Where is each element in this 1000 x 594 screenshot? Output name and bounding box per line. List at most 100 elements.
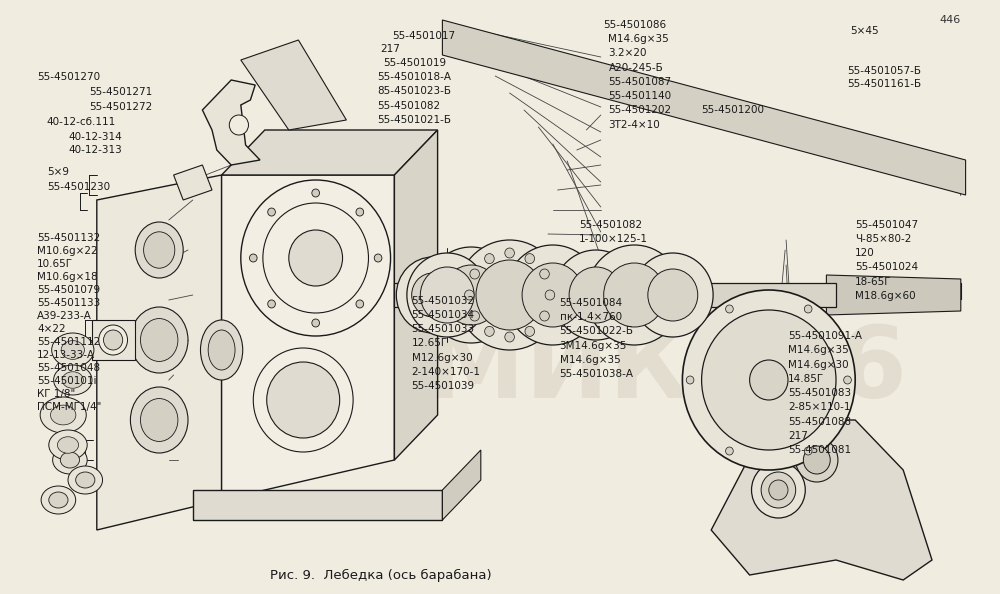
- Text: 85-4501023-Б: 85-4501023-Б: [377, 87, 451, 96]
- Circle shape: [525, 254, 535, 264]
- Text: 12.65Г: 12.65Г: [412, 339, 448, 348]
- Text: 55-4501039: 55-4501039: [412, 381, 475, 391]
- Ellipse shape: [76, 472, 95, 488]
- Text: 2-140×170-1: 2-140×170-1: [412, 367, 481, 377]
- Text: 5×9: 5×9: [47, 168, 69, 177]
- Text: 55-4501082: 55-4501082: [579, 220, 642, 229]
- Circle shape: [522, 263, 584, 327]
- Circle shape: [505, 332, 514, 342]
- Circle shape: [268, 300, 275, 308]
- Ellipse shape: [49, 430, 87, 460]
- Text: 18-65Г: 18-65Г: [855, 277, 892, 286]
- Circle shape: [586, 245, 682, 345]
- Circle shape: [356, 208, 364, 216]
- Text: 55-4501047: 55-4501047: [855, 220, 918, 229]
- Polygon shape: [222, 130, 438, 175]
- Circle shape: [485, 326, 494, 336]
- Text: 55-4501132: 55-4501132: [37, 233, 101, 242]
- Ellipse shape: [130, 307, 188, 373]
- Ellipse shape: [49, 492, 68, 508]
- Ellipse shape: [140, 399, 178, 441]
- Circle shape: [263, 203, 368, 313]
- Circle shape: [804, 305, 812, 313]
- Circle shape: [412, 273, 454, 317]
- Ellipse shape: [130, 387, 188, 453]
- Text: 217: 217: [788, 431, 808, 441]
- Circle shape: [505, 245, 601, 345]
- Ellipse shape: [208, 330, 235, 370]
- Text: 3.2×20: 3.2×20: [608, 49, 647, 58]
- Circle shape: [804, 447, 812, 455]
- Circle shape: [485, 254, 494, 264]
- Text: 55-4501272: 55-4501272: [89, 102, 152, 112]
- Ellipse shape: [140, 318, 178, 362]
- Text: ПСМ-МГ1/4": ПСМ-МГ1/4": [37, 403, 102, 412]
- Text: 3М14.6g×35: 3М14.6g×35: [560, 341, 627, 350]
- Text: М10.6g×22: М10.6g×22: [37, 246, 98, 255]
- Text: 55-4501086: 55-4501086: [604, 20, 667, 30]
- Circle shape: [726, 305, 733, 313]
- Circle shape: [553, 250, 639, 340]
- Text: 55-4501112: 55-4501112: [37, 337, 101, 347]
- Circle shape: [99, 325, 128, 355]
- Text: 40-12-сб.111: 40-12-сб.111: [47, 117, 116, 127]
- Polygon shape: [193, 490, 442, 520]
- Text: Рис. 9.  Лебедка (ось барабана): Рис. 9. Лебедка (ось барабана): [270, 568, 491, 582]
- Text: 55-4501088: 55-4501088: [788, 417, 851, 426]
- Text: 55-4501032: 55-4501032: [412, 296, 475, 305]
- Circle shape: [289, 230, 343, 286]
- Circle shape: [464, 290, 474, 300]
- Circle shape: [682, 290, 855, 470]
- Text: 55-4501034: 55-4501034: [412, 310, 475, 320]
- Ellipse shape: [61, 340, 84, 359]
- Text: 55-4501161-Б: 55-4501161-Б: [848, 80, 922, 89]
- Text: КГ 1/8": КГ 1/8": [37, 390, 76, 399]
- Text: А39-233-А: А39-233-А: [37, 311, 92, 321]
- Circle shape: [769, 480, 788, 500]
- Text: 55-4501038-А: 55-4501038-А: [560, 369, 634, 379]
- Text: 55-4501022-Б: 55-4501022-Б: [560, 327, 634, 336]
- Circle shape: [470, 311, 479, 321]
- Text: 120: 120: [855, 248, 875, 258]
- Text: 2-85×110-1: 2-85×110-1: [788, 403, 850, 412]
- Text: 40-12-313: 40-12-313: [68, 145, 122, 154]
- Circle shape: [632, 253, 713, 337]
- Circle shape: [267, 362, 340, 438]
- Ellipse shape: [40, 397, 86, 433]
- Text: 55-4501270: 55-4501270: [37, 72, 100, 82]
- Circle shape: [796, 438, 838, 482]
- Polygon shape: [241, 40, 346, 130]
- Circle shape: [241, 180, 391, 336]
- Ellipse shape: [200, 320, 243, 380]
- Circle shape: [540, 269, 549, 279]
- Ellipse shape: [41, 486, 76, 514]
- Text: 55-4501091-А: 55-4501091-А: [788, 331, 862, 341]
- Text: 3Т2-4×10: 3Т2-4×10: [608, 120, 660, 129]
- Circle shape: [686, 376, 694, 384]
- Ellipse shape: [57, 437, 79, 453]
- Text: 55-4501083: 55-4501083: [788, 388, 851, 398]
- Text: 55-4501017: 55-4501017: [392, 31, 456, 40]
- Circle shape: [229, 115, 248, 135]
- Circle shape: [457, 240, 562, 350]
- Text: А20-245-Б: А20-245-Б: [608, 63, 663, 72]
- Bar: [836, 283, 961, 299]
- Text: 55-4501202: 55-4501202: [608, 106, 672, 115]
- Text: 55-4501048: 55-4501048: [37, 364, 100, 373]
- Text: пк-1.4×760: пк-1.4×760: [560, 312, 622, 322]
- Text: 55-4501018-А: 55-4501018-А: [377, 72, 451, 82]
- Polygon shape: [394, 130, 438, 460]
- Circle shape: [761, 472, 796, 508]
- Circle shape: [525, 326, 535, 336]
- Circle shape: [545, 290, 555, 300]
- Circle shape: [569, 267, 623, 323]
- Bar: [394, 283, 836, 307]
- Text: 55-4501230: 55-4501230: [47, 182, 110, 192]
- Text: 55-4501271: 55-4501271: [89, 87, 152, 97]
- Text: 10.65Г: 10.65Г: [37, 259, 73, 268]
- Circle shape: [442, 265, 500, 325]
- Polygon shape: [442, 20, 966, 195]
- Circle shape: [425, 247, 517, 343]
- Text: 217: 217: [380, 44, 400, 53]
- Text: 55-4501033: 55-4501033: [412, 324, 475, 334]
